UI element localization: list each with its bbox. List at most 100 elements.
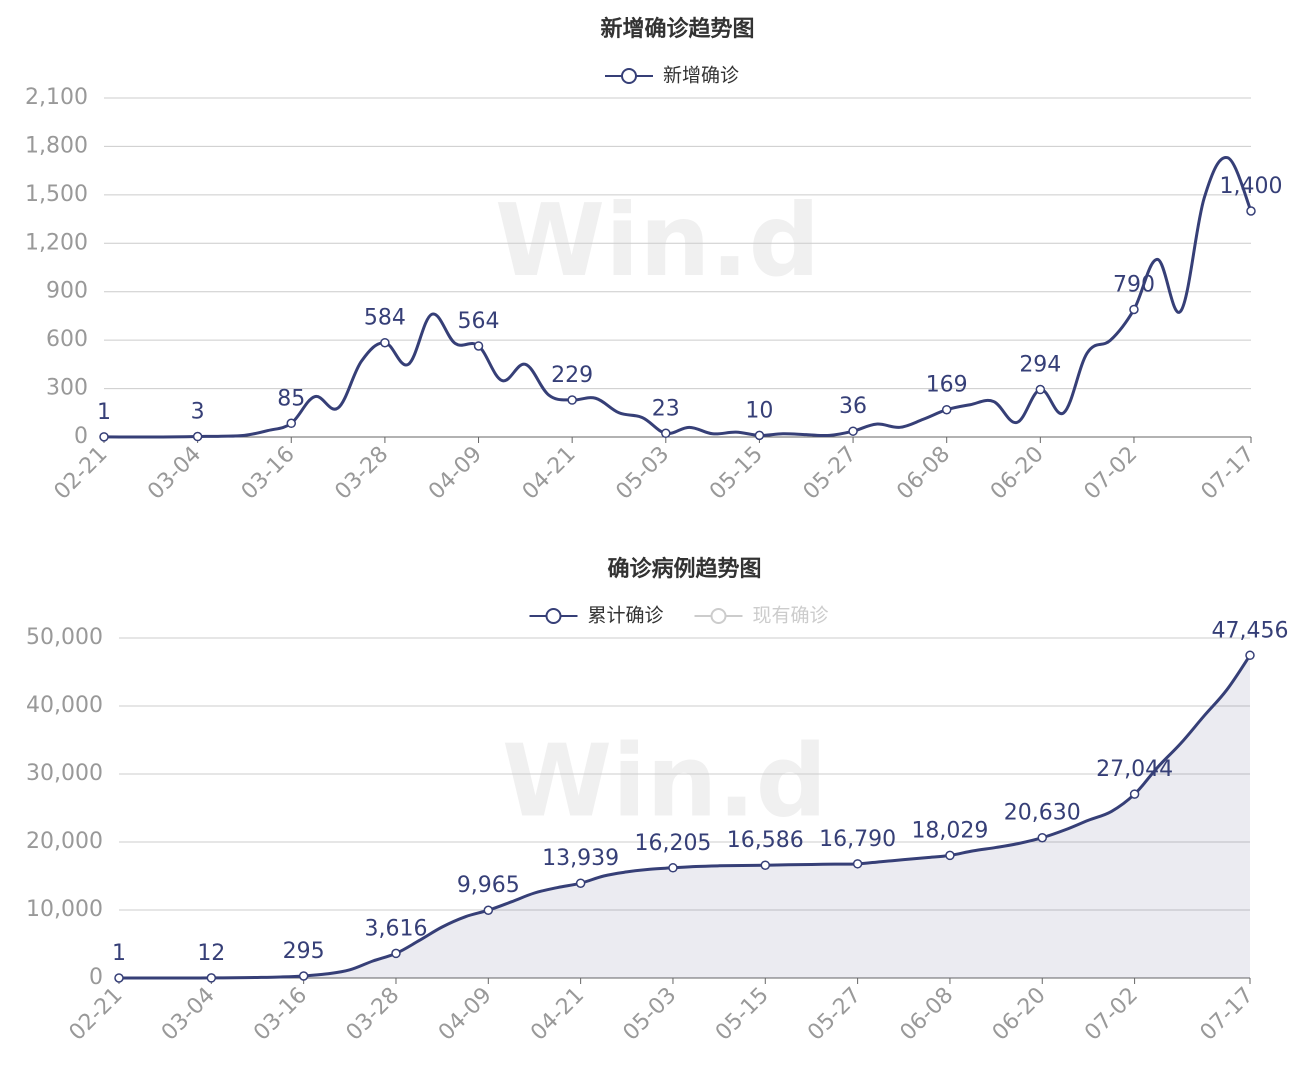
point (760, 860, 771, 870)
y-tick-label: 300 (46, 376, 88, 401)
point (114, 973, 124, 983)
x-tick-label: 05-03 (619, 983, 682, 1046)
x-tick-label: 07-02 (1080, 442, 1143, 505)
legend-marker (621, 68, 637, 84)
legend-marker (545, 608, 562, 624)
x-tick-label: 05-27 (799, 442, 862, 505)
data-label: 16,790 (819, 827, 896, 852)
x-tick-label: 02-21 (65, 983, 128, 1046)
area (119, 655, 1250, 978)
x-tick-label: 03-28 (330, 442, 393, 505)
x-tick-label: 04-21 (526, 983, 589, 1046)
y-tick-label: 2,100 (25, 85, 88, 110)
point (945, 850, 955, 861)
legend-label[interactable]: 累计确诊 (588, 605, 664, 627)
data-label: 1,400 (1220, 174, 1283, 199)
data-label: 47,456 (1212, 618, 1289, 643)
legend-label[interactable]: 现有确诊 (753, 605, 829, 627)
data-label: 20,630 (1004, 801, 1081, 826)
data-label: 16,205 (634, 831, 711, 856)
data-label: 10 (745, 398, 773, 423)
point (473, 341, 484, 351)
y-tick-label: 30,000 (26, 761, 103, 786)
point (206, 973, 217, 983)
data-label: 169 (926, 373, 968, 398)
x-tick-label: 07-17 (1196, 983, 1259, 1046)
y-tick-label: 20,000 (26, 829, 103, 854)
x-tick-label: 03-28 (342, 983, 405, 1046)
watermark: Win.d (502, 722, 827, 839)
x-tick-label: 03-16 (249, 983, 312, 1046)
x-tick-label: 05-27 (803, 983, 866, 1046)
x-tick-label: 07-17 (1197, 442, 1260, 505)
y-tick-label: 600 (46, 327, 88, 352)
point (1246, 206, 1256, 216)
point (1035, 384, 1046, 395)
point (848, 426, 858, 436)
data-label: 584 (364, 306, 406, 331)
point (1129, 789, 1140, 799)
data-label: 1 (112, 941, 126, 966)
y-tick-label: 1,800 (25, 133, 88, 158)
y-tick-label: 0 (89, 965, 103, 990)
data-label: 3 (191, 400, 205, 425)
point (852, 859, 863, 869)
data-label: 13,939 (542, 846, 619, 871)
chart-title: 确诊病例趋势图 (607, 556, 761, 582)
legend-label[interactable]: 新增确诊 (663, 65, 739, 87)
x-tick-label: 06-20 (988, 983, 1051, 1046)
watermark: Win.d (495, 182, 820, 299)
point (754, 430, 765, 441)
x-tick-label: 06-08 (896, 983, 959, 1046)
y-tick-label: 1,500 (25, 182, 88, 207)
x-tick-label: 04-09 (434, 983, 497, 1046)
data-label: 18,029 (911, 818, 988, 843)
x-tick-label: 03-16 (237, 442, 300, 505)
point (286, 418, 297, 429)
point (567, 395, 577, 405)
y-tick-label: 50,000 (26, 625, 103, 650)
point (391, 948, 401, 959)
data-label: 23 (652, 396, 680, 421)
x-tick-label: 02-21 (50, 442, 113, 505)
data-label: 16,586 (727, 828, 804, 853)
point (483, 905, 494, 915)
y-tick-label: 10,000 (26, 897, 103, 922)
y-tick-label: 0 (74, 424, 88, 449)
data-label: 790 (1113, 272, 1155, 297)
data-label: 27,044 (1096, 757, 1173, 782)
point (575, 878, 586, 888)
data-label: 295 (283, 939, 325, 964)
y-tick-label: 900 (46, 279, 88, 304)
point (1245, 650, 1255, 661)
point (661, 428, 671, 439)
y-tick-label: 40,000 (26, 693, 103, 718)
point (380, 337, 390, 348)
x-tick-label: 06-08 (892, 442, 955, 505)
x-tick-label: 05-15 (705, 442, 768, 505)
x-tick-label: 06-20 (986, 442, 1049, 505)
point (192, 431, 203, 442)
legend-marker (710, 608, 727, 624)
data-label: 12 (197, 941, 225, 966)
data-label: 229 (551, 363, 593, 388)
data-label: 564 (458, 309, 500, 334)
point (1037, 832, 1048, 843)
point (668, 863, 678, 873)
data-label: 9,965 (457, 873, 520, 898)
x-tick-label: 05-15 (711, 983, 774, 1046)
line (103, 156, 1253, 439)
x-tick-label: 03-04 (157, 983, 220, 1046)
chart-title: 新增确诊趋势图 (600, 16, 754, 42)
data-label: 36 (839, 394, 867, 419)
x-tick-label: 04-09 (424, 442, 487, 505)
data-label: 1 (97, 400, 111, 425)
point (99, 432, 109, 442)
x-tick-label: 03-04 (143, 442, 206, 505)
x-tick-label: 05-03 (611, 442, 674, 505)
point (298, 971, 309, 981)
y-tick-label: 1,200 (25, 230, 88, 255)
x-tick-label: 04-21 (518, 442, 581, 505)
x-tick-label: 07-02 (1080, 983, 1143, 1046)
